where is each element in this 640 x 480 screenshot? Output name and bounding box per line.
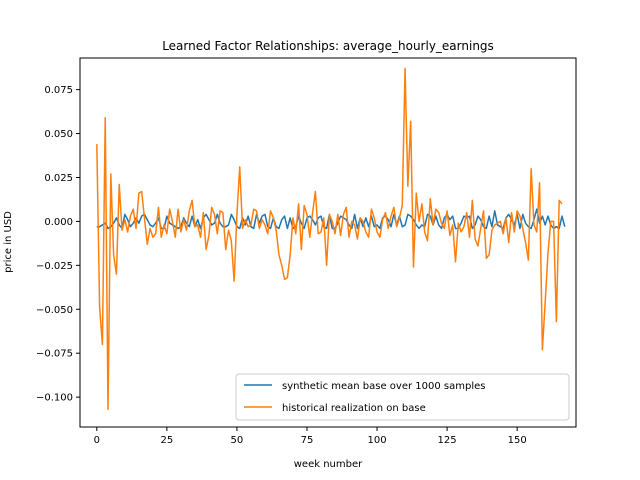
y-tick-label: 0.050 [44,129,73,140]
x-tick-label: 0 [94,435,100,446]
y-tick-label: 0.000 [44,217,73,228]
x-tick-label: 100 [367,435,386,446]
chart-title: Learned Factor Relationships: average_ho… [162,39,494,53]
series-line-synthetic-mean [96,208,566,230]
legend-box [235,373,570,421]
legend: synthetic mean base over 1000 samples hi… [235,373,570,421]
y-tick-label: 0.075 [44,85,73,96]
y-axis-ticks: −0.100 −0.075 −0.050 −0.025 0.000 0.025 0.050 0… [36,85,80,404]
y-tick-label: 0.025 [44,173,73,184]
x-tick-label: 50 [231,435,244,446]
x-tick-label: 25 [161,435,174,446]
x-tick-label: 75 [301,435,314,446]
x-tick-label: 125 [438,435,457,446]
series-line-historical-realization [96,67,563,411]
y-tick-label: −0.025 [36,261,73,272]
axes-frame [79,57,577,428]
y-tick-label: −0.050 [36,305,73,316]
x-tick-label: 150 [508,435,527,446]
legend-label-synthetic: synthetic mean base over 1000 samples [282,381,485,392]
y-tick-label: −0.100 [36,393,73,404]
legend-label-historical: historical realization on base [282,403,426,414]
x-axis-ticks: 0 25 50 75 100 125 150 [94,427,527,446]
y-tick-label: −0.075 [36,349,73,360]
x-axis-label: week number [294,459,363,470]
y-axis-label: price in USD [3,211,14,273]
plot-series [96,67,566,411]
